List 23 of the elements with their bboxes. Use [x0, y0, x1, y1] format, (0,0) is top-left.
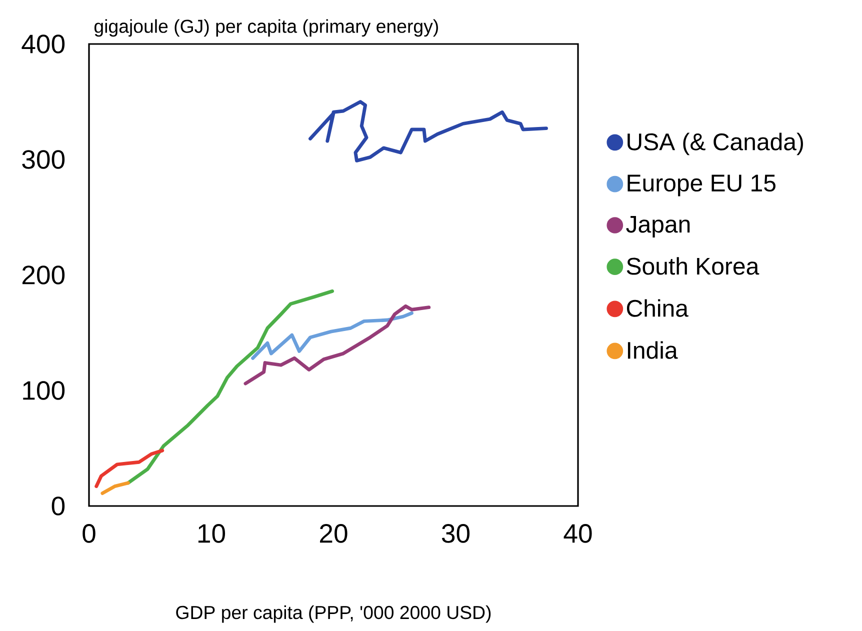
legend-label: South Korea: [626, 257, 760, 275]
y-tick-label: 0: [52, 496, 65, 516]
y-tick-label: 300: [22, 150, 65, 169]
line-series: [308, 100, 548, 162]
legend-label: China: [626, 299, 688, 317]
y-tick-label: 400: [22, 34, 65, 54]
legend-label: Europe EU 15: [628, 174, 776, 196]
x-axis-title: GDP per capita (PPP, '000 2000 USD): [176, 605, 491, 623]
y-tick-label: 200: [22, 266, 65, 284]
y-tick-label: 100: [23, 381, 65, 400]
x-tick-label: 30: [442, 524, 470, 543]
legend-label: USA (& Canada): [628, 132, 803, 156]
y-axis-title: gigajoule (GJ) per capita (primary energy): [94, 19, 438, 37]
legend-label: Japan: [626, 216, 690, 238]
x-tick-label: 20: [320, 524, 348, 543]
x-tick-label: 40: [564, 524, 592, 543]
x-tick-label: 0: [82, 524, 96, 543]
line-series: [94, 448, 164, 488]
line-series: [126, 289, 334, 485]
x-tick-label: 10: [198, 524, 226, 543]
line-series: [244, 304, 431, 386]
legend-label: India: [628, 341, 678, 359]
line-series: [251, 311, 414, 360]
